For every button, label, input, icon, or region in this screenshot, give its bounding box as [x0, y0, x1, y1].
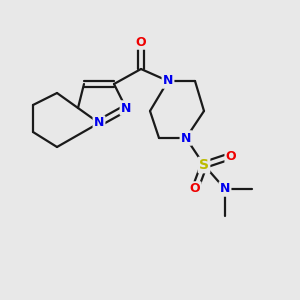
Text: N: N: [163, 74, 173, 88]
Text: S: S: [199, 158, 209, 172]
Text: O: O: [226, 149, 236, 163]
Text: O: O: [136, 35, 146, 49]
Text: N: N: [121, 101, 131, 115]
Text: N: N: [220, 182, 230, 196]
Text: O: O: [190, 182, 200, 196]
Text: N: N: [181, 131, 191, 145]
Text: N: N: [94, 116, 104, 130]
